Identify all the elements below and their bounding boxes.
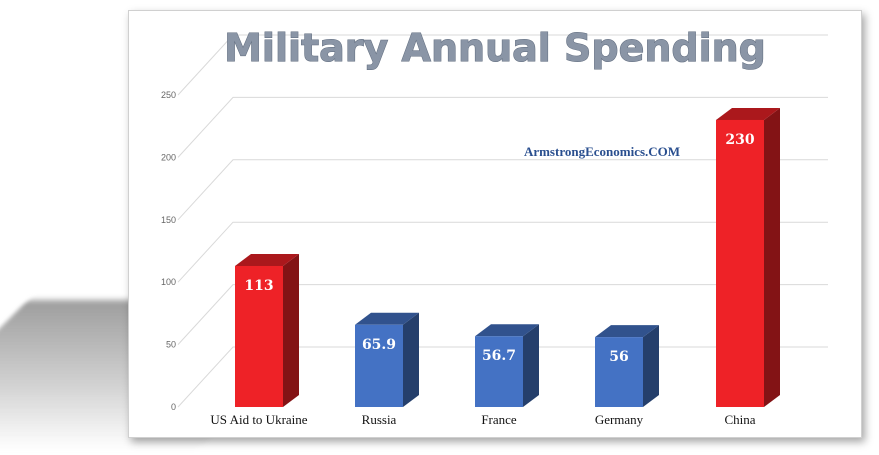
y-axis-ticks: 0 50 100 150 200 250 [161,90,176,412]
y-tick-label: 200 [161,152,176,162]
bar-side-face [403,312,419,407]
bar-front-face [235,265,283,407]
bar: 113 [235,253,299,407]
gridline [177,34,828,96]
y-tick-label: 250 [161,90,176,100]
data-label: 65.9 [362,337,396,353]
y-tick-label: 100 [161,277,176,287]
category-label: US Aid to Ukraine [210,412,307,427]
category-label: Germany [595,412,644,427]
data-label: 56 [609,349,628,365]
bar: 56.7 [475,324,539,407]
y-tick-label: 150 [161,215,176,225]
gridline [177,159,828,221]
bar-front-face [475,336,523,407]
bars: 113 65.9 56.7 56 230 [235,107,780,408]
bar-side-face [764,107,780,408]
data-label: 230 [725,132,754,148]
bar-top-face [716,107,780,120]
bar: 56 [595,325,659,407]
bar-top-face [475,324,539,337]
watermark-text: ArmstrongEconomics.COM [524,144,680,159]
y-tick-label: 50 [166,340,176,350]
category-label: China [724,412,755,427]
y-tick-label: 0 [171,402,176,412]
gridline [177,96,828,158]
bar-front-face [355,324,403,407]
bar-top-face [355,312,419,325]
category-label: Russia [362,412,397,427]
category-labels: US Aid to Ukraine Russia France Germany Chin… [210,412,755,427]
bar-top-face [595,325,659,338]
bar-side-face [283,253,299,407]
gridline [177,284,828,345]
bar: 230 [716,107,780,408]
bar-top-face [235,253,299,266]
chart-title: Military Annual Spending [224,26,766,70]
bar-side-face [523,324,539,407]
bar-front-face [595,337,643,407]
bar-side-face [643,325,659,407]
bar: 65.9 [355,312,419,407]
gridline [177,221,828,283]
bar-front-face [716,119,764,408]
data-label: 113 [244,278,273,294]
data-label: 56.7 [482,348,516,364]
category-label: France [481,412,517,427]
